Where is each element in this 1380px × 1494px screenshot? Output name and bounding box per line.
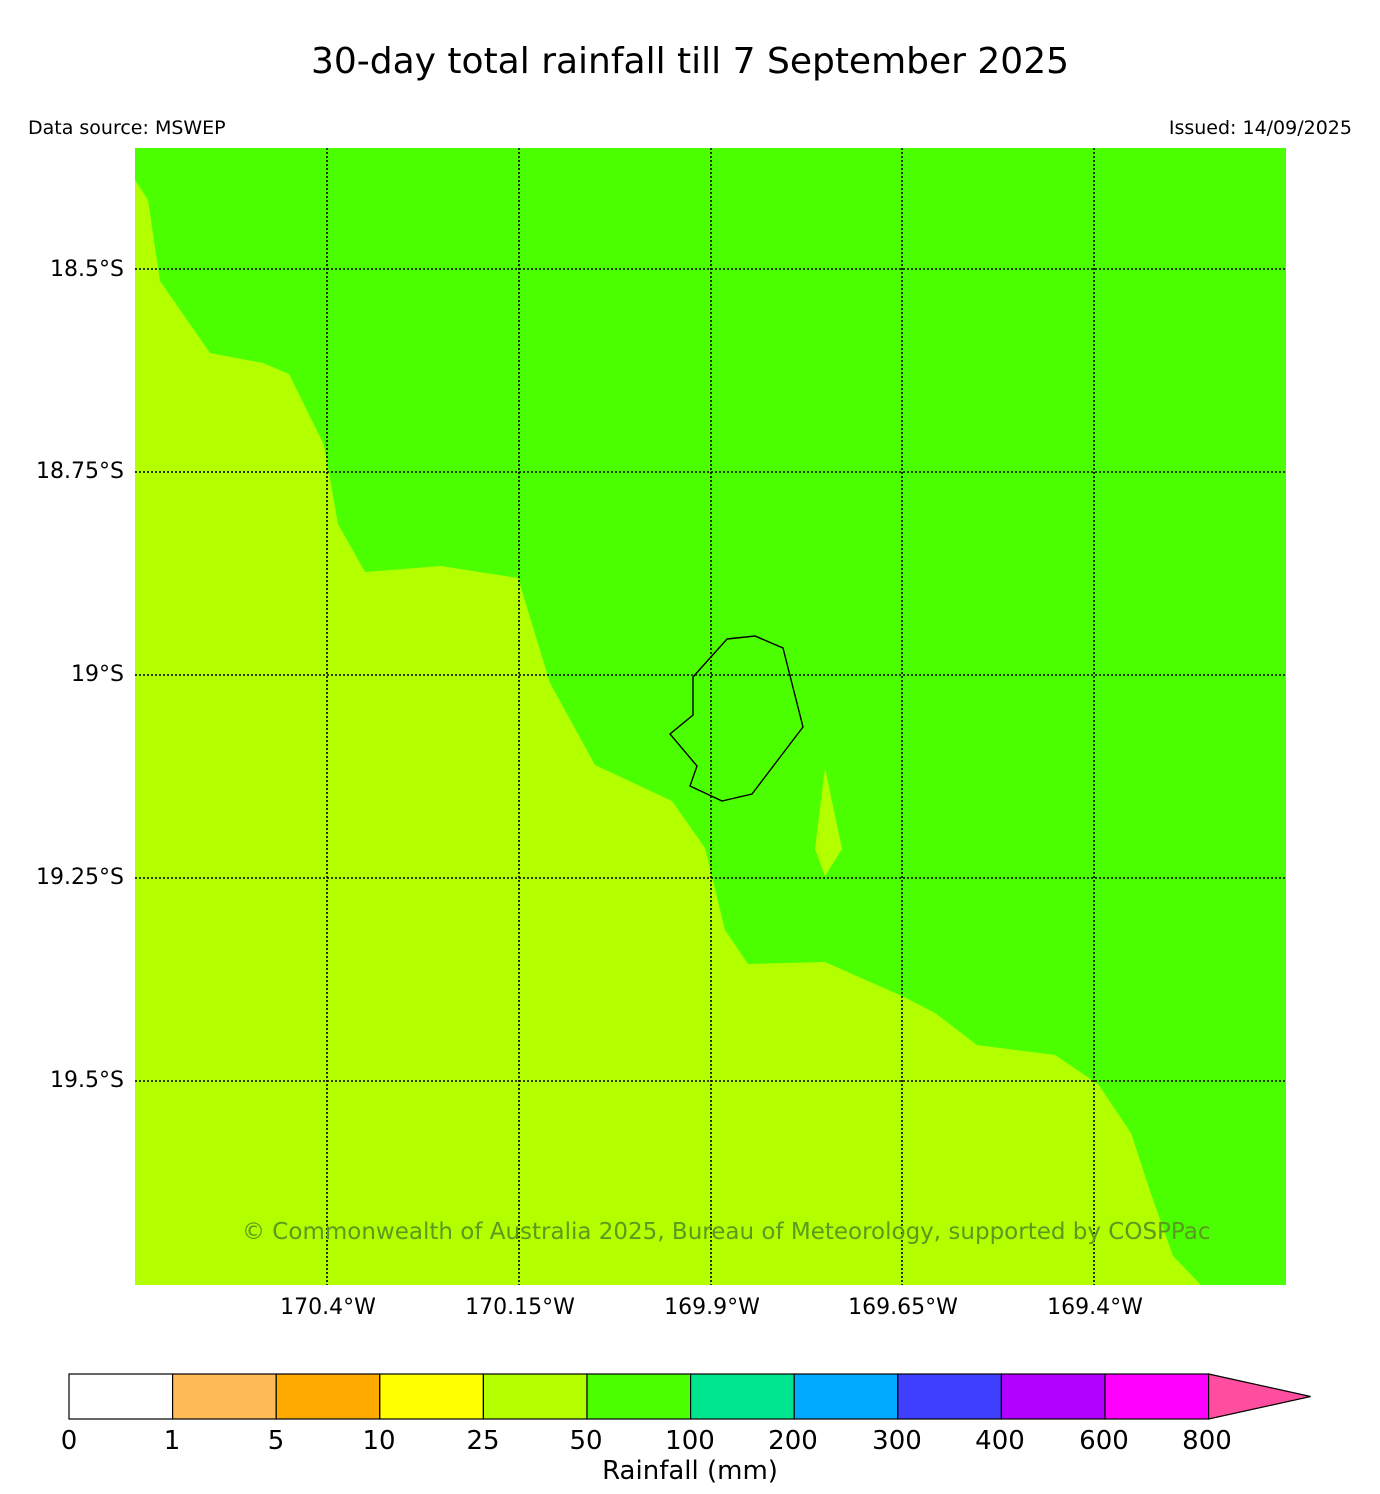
colorbar-tick-label: 25 (466, 1426, 500, 1456)
copyright-text: © Commonwealth of Australia 2025, Bureau… (242, 1219, 1211, 1245)
issued-date-text: Issued: 14/09/2025 (1168, 117, 1352, 139)
colorbar-segment (482, 1373, 588, 1420)
longitude-label: 170.4°W (280, 1295, 376, 1320)
longitude-label: 170.15°W (465, 1295, 575, 1320)
latitude-label: 18.75°S (36, 459, 124, 484)
colorbar-tick-label: 600 (1079, 1426, 1129, 1456)
colorbar-tick-label: 300 (872, 1426, 922, 1456)
longitude-label: 169.65°W (848, 1295, 958, 1320)
island-coastline (669, 635, 804, 802)
colorbar-segment (68, 1373, 174, 1420)
latitude-label: 19.25°S (36, 865, 124, 890)
colorbar-tick-label: 5 (267, 1426, 285, 1456)
rainfall-region-25-50 (135, 180, 1201, 1285)
colorbar-tick-label: 1 (163, 1426, 181, 1456)
colorbar-segment (172, 1373, 277, 1420)
colorbar-extend-arrow (1207, 1373, 1311, 1420)
colorbar-segment (793, 1373, 899, 1420)
map-title: 30-day total rainfall till 7 September 2… (310, 41, 1070, 82)
colorbar-tick-label: 50 (569, 1426, 603, 1456)
colorbar-segment (275, 1373, 381, 1420)
rainfall-map (135, 148, 1286, 1285)
map-canvas (135, 148, 1286, 1285)
longitude-label: 169.9°W (664, 1295, 760, 1320)
colorbar-segment (379, 1373, 484, 1420)
latitude-label: 19.5°S (50, 1068, 124, 1093)
grid-lines (135, 148, 1286, 1285)
longitude-label: 169.4°W (1047, 1295, 1143, 1320)
colorbar-tick-label: 400 (975, 1426, 1025, 1456)
data-source-text: Data source: MSWEP (28, 117, 226, 139)
colorbar-segment (1000, 1373, 1106, 1420)
colorbar (0, 1360, 1380, 1434)
colorbar-tick-label: 200 (768, 1426, 818, 1456)
colorbar-segment (586, 1373, 692, 1420)
colorbar-axis-label: Rainfall (mm) (602, 1456, 778, 1486)
colorbar-tick-label: 0 (60, 1426, 78, 1456)
colorbar-tick-label: 800 (1182, 1426, 1232, 1456)
colorbar-segment (689, 1373, 795, 1420)
latitude-label: 19°S (71, 662, 124, 687)
colorbar-segment (1104, 1373, 1210, 1420)
colorbar-tick-label: 100 (665, 1426, 715, 1456)
rainfall-region-25-50-patch (815, 768, 842, 876)
colorbar-tick-label: 10 (362, 1426, 396, 1456)
colorbar-segment (897, 1373, 1002, 1420)
colorbar-svg (68, 1373, 1311, 1420)
latitude-label: 18.5°S (50, 257, 124, 282)
